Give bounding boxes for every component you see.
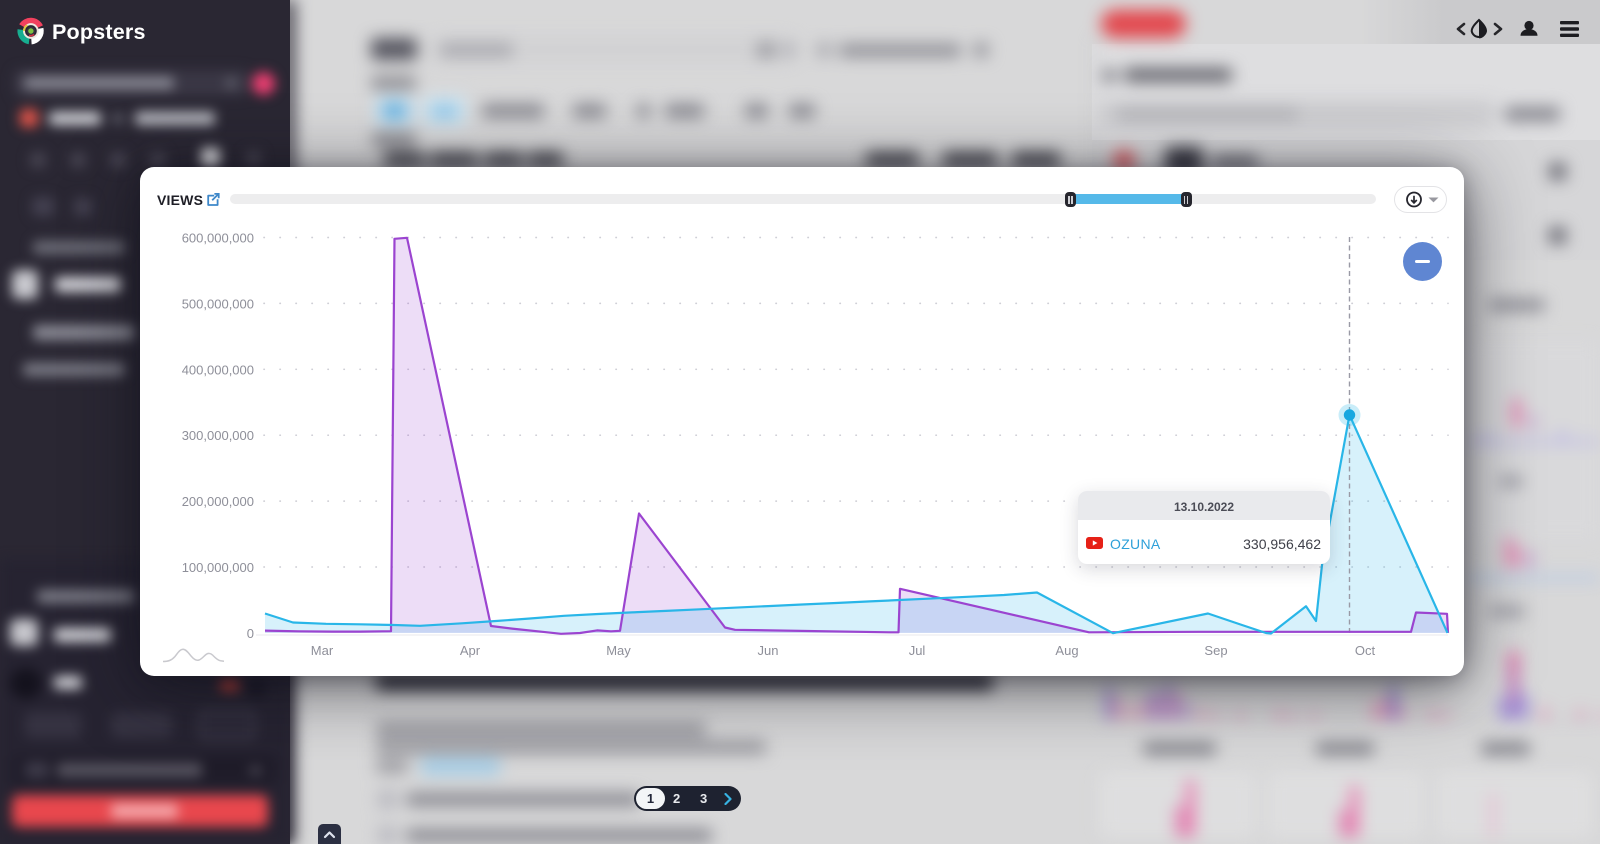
svg-text:0: 0 <box>247 626 254 641</box>
svg-text:May: May <box>606 643 631 658</box>
svg-text:Sep: Sep <box>1204 643 1227 658</box>
svg-text:Jun: Jun <box>758 643 779 658</box>
svg-text:600,000,000: 600,000,000 <box>182 231 254 246</box>
svg-text:200,000,000: 200,000,000 <box>182 494 254 509</box>
svg-text:300,000,000: 300,000,000 <box>182 428 254 443</box>
svg-text:Aug: Aug <box>1055 643 1078 658</box>
svg-text:Jul: Jul <box>909 643 926 658</box>
svg-text:100,000,000: 100,000,000 <box>182 560 254 575</box>
svg-text:500,000,000: 500,000,000 <box>182 296 254 311</box>
svg-text:400,000,000: 400,000,000 <box>182 362 254 377</box>
svg-text:Apr: Apr <box>460 643 481 658</box>
svg-text:Mar: Mar <box>311 643 334 658</box>
svg-text:Oct: Oct <box>1355 643 1376 658</box>
